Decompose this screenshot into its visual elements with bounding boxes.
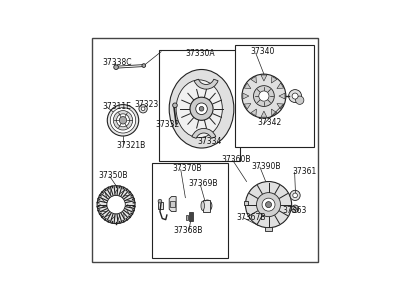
Polygon shape bbox=[277, 103, 284, 109]
Circle shape bbox=[262, 198, 275, 211]
Polygon shape bbox=[272, 109, 277, 116]
Circle shape bbox=[139, 105, 147, 113]
Bar bbox=[159, 50, 240, 161]
Bar bbox=[152, 163, 228, 258]
Text: 37361: 37361 bbox=[293, 167, 317, 176]
Polygon shape bbox=[279, 93, 285, 99]
Text: 37338C: 37338C bbox=[102, 58, 132, 67]
Bar bbox=[186, 215, 188, 220]
Text: 37311E: 37311E bbox=[102, 102, 131, 111]
Bar bbox=[235, 45, 314, 147]
Circle shape bbox=[107, 105, 139, 136]
Text: 37367B: 37367B bbox=[236, 213, 266, 222]
Text: 37332: 37332 bbox=[155, 120, 180, 129]
Circle shape bbox=[292, 93, 298, 99]
Circle shape bbox=[293, 193, 298, 198]
Ellipse shape bbox=[203, 200, 212, 212]
Text: 37368B: 37368B bbox=[174, 226, 203, 235]
Polygon shape bbox=[277, 83, 284, 88]
Circle shape bbox=[113, 111, 133, 130]
Circle shape bbox=[199, 106, 204, 111]
Circle shape bbox=[107, 195, 125, 214]
Polygon shape bbox=[251, 109, 256, 116]
Circle shape bbox=[190, 97, 213, 120]
Wedge shape bbox=[192, 128, 216, 138]
Circle shape bbox=[290, 190, 300, 200]
Circle shape bbox=[259, 91, 269, 101]
Polygon shape bbox=[261, 111, 267, 117]
Text: 37370B: 37370B bbox=[173, 164, 202, 173]
Circle shape bbox=[289, 90, 302, 103]
Circle shape bbox=[97, 186, 135, 224]
Circle shape bbox=[266, 202, 272, 208]
Circle shape bbox=[110, 108, 136, 133]
Polygon shape bbox=[272, 76, 277, 83]
Circle shape bbox=[246, 182, 292, 228]
Ellipse shape bbox=[176, 80, 222, 138]
Circle shape bbox=[116, 114, 130, 127]
Circle shape bbox=[141, 107, 145, 111]
Wedge shape bbox=[194, 79, 218, 89]
Circle shape bbox=[294, 207, 296, 210]
Text: 37363: 37363 bbox=[282, 206, 307, 215]
Circle shape bbox=[119, 117, 127, 124]
Text: 37340: 37340 bbox=[250, 47, 274, 56]
Ellipse shape bbox=[201, 201, 204, 210]
Text: 37369B: 37369B bbox=[189, 179, 218, 188]
Text: 37360B: 37360B bbox=[221, 155, 251, 164]
Circle shape bbox=[242, 74, 286, 118]
Polygon shape bbox=[244, 83, 251, 88]
Text: 37330A: 37330A bbox=[185, 49, 215, 58]
Bar bbox=[265, 227, 272, 231]
Circle shape bbox=[254, 86, 274, 106]
Circle shape bbox=[114, 65, 118, 70]
Polygon shape bbox=[251, 76, 256, 83]
Circle shape bbox=[296, 96, 304, 104]
Circle shape bbox=[196, 103, 207, 115]
Circle shape bbox=[291, 205, 299, 212]
Circle shape bbox=[173, 103, 177, 108]
Text: 37350B: 37350B bbox=[99, 171, 128, 180]
Polygon shape bbox=[243, 93, 249, 99]
Bar bbox=[158, 202, 164, 209]
Circle shape bbox=[256, 193, 280, 217]
Ellipse shape bbox=[169, 70, 234, 148]
Circle shape bbox=[142, 64, 146, 68]
Text: 37334: 37334 bbox=[197, 136, 221, 146]
Polygon shape bbox=[261, 75, 267, 81]
Text: 37390B: 37390B bbox=[251, 162, 281, 171]
Text: 37323: 37323 bbox=[134, 100, 159, 109]
Bar bbox=[203, 200, 210, 212]
Polygon shape bbox=[244, 103, 251, 109]
Polygon shape bbox=[169, 196, 176, 211]
Circle shape bbox=[158, 199, 162, 203]
Bar bbox=[189, 212, 193, 221]
Bar bbox=[244, 201, 248, 205]
Text: 37342: 37342 bbox=[257, 118, 281, 127]
Bar bbox=[170, 201, 174, 207]
Text: 37321B: 37321B bbox=[116, 141, 145, 150]
